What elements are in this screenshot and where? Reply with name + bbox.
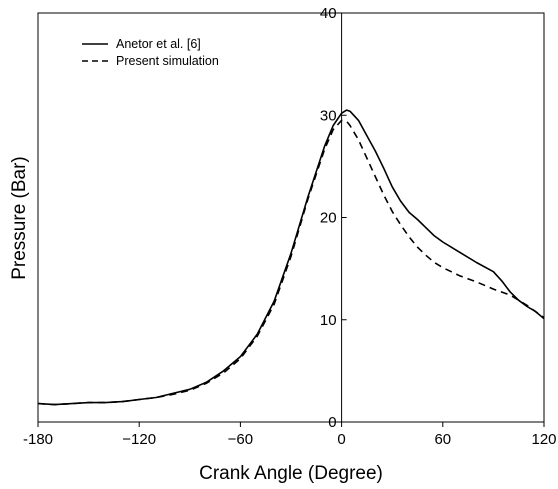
ticks-layer: -180 −120 −60 0 60 120 0 10 20 30 40 [23, 5, 557, 448]
series-line-anetor [37, 109, 545, 406]
x-axis-title: Crank Angle (Degree) [199, 463, 383, 484]
legend: Anetor et al. [6] Present simulation [82, 37, 219, 68]
x-tick-label: 60 [434, 431, 451, 448]
x-tick-label: −60 [228, 431, 253, 448]
y-axis-title: Pressure (Bar) [9, 156, 30, 280]
series-line-present-simulation [37, 119, 545, 406]
y-tick-label: 40 [320, 5, 337, 22]
series-layer [37, 109, 545, 406]
x-tick-label: 0 [337, 431, 345, 448]
y-tick-label: 0 [328, 414, 336, 431]
x-tick-label: -180 [23, 431, 53, 448]
y-tick-label: 10 [320, 312, 337, 329]
x-tick-label: 120 [531, 431, 556, 448]
plot-area-frame [37, 12, 545, 423]
legend-label-anetor: Anetor et al. [6] [116, 37, 201, 51]
y-tick-label: 20 [320, 210, 337, 227]
x-tick-label: −120 [122, 431, 156, 448]
y-tick-label: 30 [320, 107, 337, 124]
legend-label-present-simulation: Present simulation [116, 54, 219, 68]
